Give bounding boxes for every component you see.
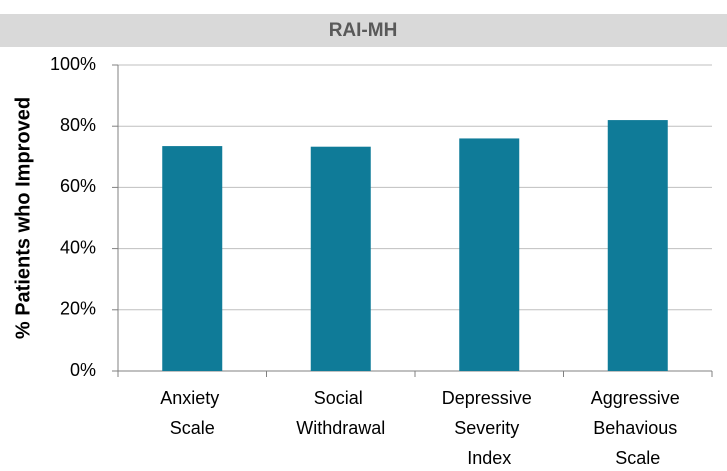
- y-axis-label: % Patients who Improved: [12, 97, 34, 339]
- x-tick-label: Social Withdrawal: [296, 388, 385, 438]
- x-tick-label: Aggressive Behavious Scale: [591, 388, 685, 468]
- y-tick-label: 40%: [60, 237, 96, 257]
- y-tick-label: 20%: [60, 299, 96, 319]
- y-tick-label: 60%: [60, 176, 96, 196]
- bar: [607, 120, 668, 371]
- x-tick-label-line: Scale: [615, 448, 660, 468]
- x-tick-label-line: Social: [314, 388, 368, 408]
- y-tick-label: 0%: [70, 360, 96, 380]
- x-tick-label-line: Withdrawal: [296, 418, 385, 438]
- x-tick-label: Anxiety Scale: [160, 388, 224, 438]
- y-tick-label: 100%: [50, 54, 96, 74]
- bar: [459, 138, 520, 371]
- x-tick-label-line: Behavious: [593, 418, 682, 438]
- x-tick-label-line: Severity: [454, 418, 524, 438]
- bar: [310, 146, 371, 371]
- chart-title: RAI-MH: [329, 20, 398, 41]
- y-tick-label: 80%: [60, 115, 96, 135]
- x-tick-label: Depressive Severity Index: [442, 388, 537, 468]
- x-tick-label-line: Index: [467, 448, 511, 468]
- x-tick-label-line: Aggressive: [591, 388, 685, 408]
- x-tick-label-line: Depressive: [442, 388, 537, 408]
- x-tick-label-line: Anxiety: [160, 388, 224, 408]
- title-banner: [0, 14, 727, 47]
- x-tick-label-line: Scale: [170, 418, 215, 438]
- bar: [162, 146, 223, 371]
